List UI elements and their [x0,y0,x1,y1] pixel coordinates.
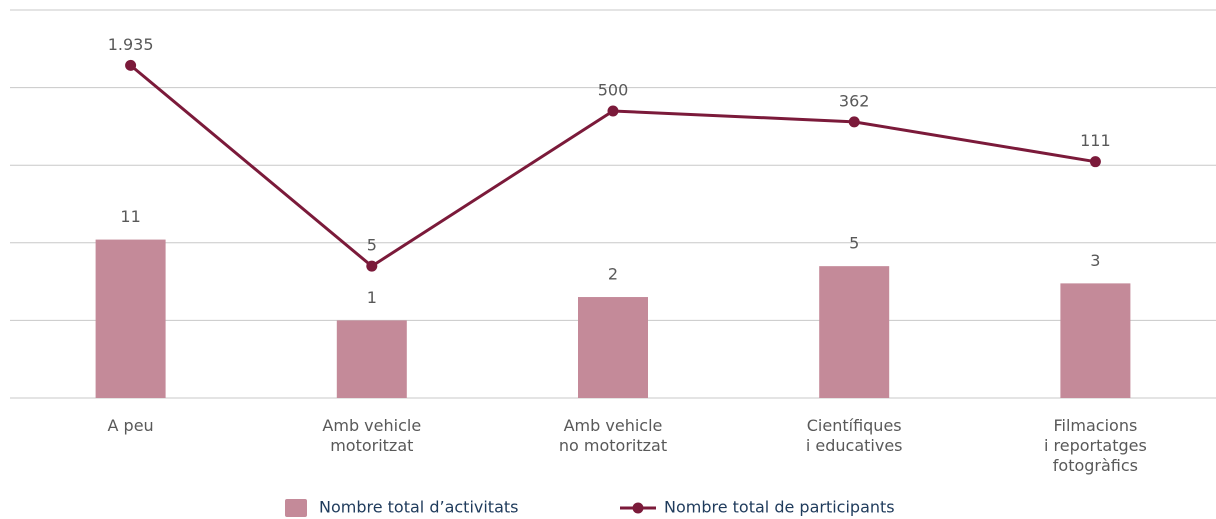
x-tick-label: Científiques i educatives [806,416,903,455]
x-tick-label: Amb vehicle motoritzat [322,416,421,455]
x-tick-label: Amb vehicle no motoritzat [559,416,667,455]
bar [819,266,890,398]
data-label: 362 [839,91,870,110]
bar [1060,283,1131,398]
data-label: 11 [120,207,140,226]
data-label: 3 [1090,251,1100,270]
x-tick-label: A peu [108,416,154,435]
data-label: 5 [849,234,859,253]
bar [578,297,648,398]
bar [336,320,407,398]
data-label: 2 [608,265,618,284]
x-tick-label: Filmacions i reportatges fotogràfics [1044,416,1147,475]
data-label: 1 [367,288,377,307]
legend-swatch [285,499,307,517]
data-label: 111 [1080,131,1111,150]
line-point [607,105,619,117]
line-point [366,260,378,272]
line-point [125,59,137,71]
line-point [1089,156,1101,168]
legend-swatch [632,502,644,514]
data-label: 5 [367,236,377,255]
line-point [848,116,860,128]
data-label: 1.935 [108,35,154,54]
data-label: 500 [598,80,629,99]
bar [95,239,166,398]
legend-label: Nombre total de participants [664,498,895,517]
legend-label: Nombre total d’activitats [319,498,519,517]
